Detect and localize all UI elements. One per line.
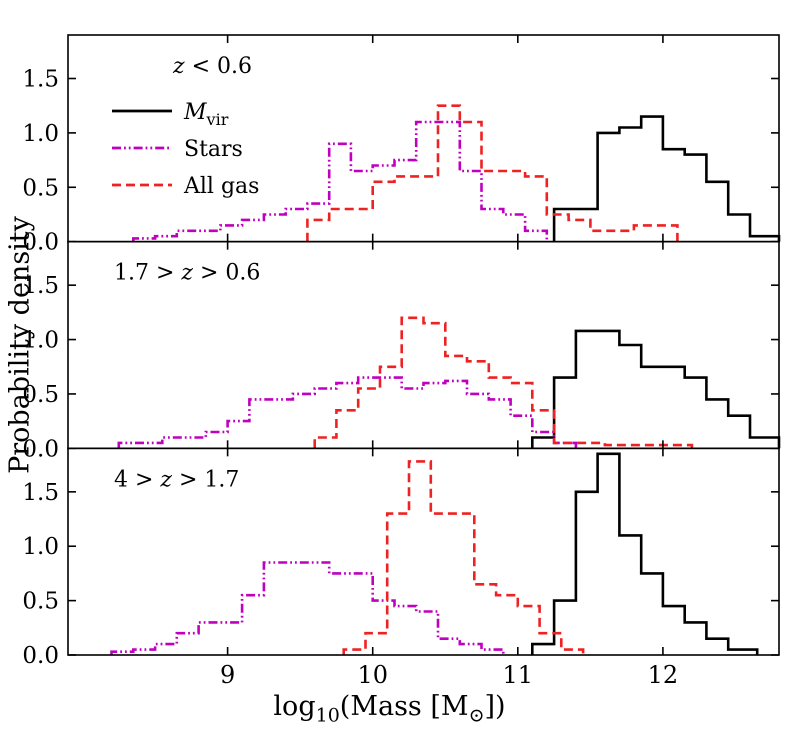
panel-border — [67, 447, 780, 656]
sun-symbol-icon: ⊙ — [468, 704, 485, 727]
series-stars-line — [117, 376, 578, 449]
xlabel-close: ]) — [484, 691, 506, 722]
y-tick-label: 0.5 — [22, 175, 59, 201]
panel-0: 0.0 0.5 1.0 1.5 z < 0.6 — [22, 34, 781, 256]
panel-annotation: z < 0.6 — [172, 54, 252, 79]
x-tick-label: 10 — [357, 661, 388, 689]
y-tick-label: 0.0 — [22, 230, 59, 256]
y-tick-label: 1.0 — [22, 328, 59, 354]
y-tick-label: 0.5 — [22, 589, 59, 615]
panel-annotation: 1.7 > z > 0.6 — [114, 261, 260, 286]
series-allgas-line — [313, 316, 694, 449]
series-allgas-line — [306, 104, 679, 242]
y-tick-label: 0.5 — [22, 382, 59, 408]
x-axis-label: log10(Mass [M⊙]) — [0, 691, 779, 726]
y-tick-label: 1.0 — [22, 121, 59, 147]
panel-1: 0.0 0.5 1.0 1.5 1.7 > z > 0.6 — [22, 240, 781, 462]
series-stars-line — [110, 561, 505, 655]
y-tick-label: 1.5 — [22, 67, 59, 93]
legend-label-mvir: Mvir — [183, 100, 229, 129]
series-mvir-line — [552, 115, 781, 242]
x-tick-label: 11 — [503, 661, 534, 689]
legend-label-allgas: All gas — [183, 174, 259, 199]
y-tick-label: 1.0 — [22, 534, 59, 560]
series-stars-line — [132, 120, 549, 242]
xlabel-log-base: 10 — [315, 704, 340, 727]
y-tick-label: 1.5 — [22, 480, 59, 506]
y-tick-label: 0.0 — [22, 643, 59, 669]
panel-annotation: 4 > z > 1.7 — [114, 467, 239, 492]
xlabel-log: log — [273, 691, 316, 722]
legend-label-stars: Stars — [184, 137, 243, 162]
series-allgas-line — [342, 460, 585, 655]
series-mvir-line — [531, 452, 759, 655]
y-tick-label: 0.0 — [22, 436, 59, 462]
x-tick-label: 12 — [648, 661, 679, 689]
series-mvir-line — [531, 329, 781, 449]
panel-2: 0.0 0.5 1.0 1.5 4 > z > 1.7 — [22, 447, 780, 669]
xlabel-mass: (Mass [M — [339, 691, 469, 722]
x-tick-label: 9 — [220, 661, 235, 689]
y-axis-label: Probability density — [4, 216, 36, 474]
y-tick-label: 1.5 — [22, 273, 59, 299]
